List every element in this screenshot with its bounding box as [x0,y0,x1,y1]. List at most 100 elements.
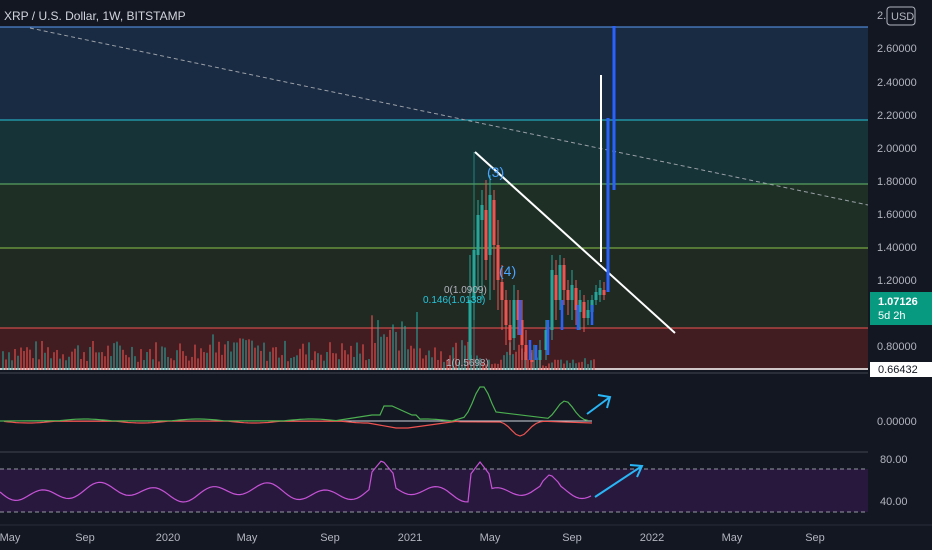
volume-bar [323,360,325,370]
volume-bar [152,359,154,370]
volume-bar [308,342,310,370]
candle-body [496,245,500,280]
volume-bar [524,351,526,370]
time-label: Sep [320,532,340,544]
volume-bar [344,350,346,370]
volume-bar [185,355,187,370]
volume-bar [452,347,454,370]
volume-bar [158,361,160,370]
volume-bar [536,357,538,370]
volume-bar [545,365,547,370]
volume-bar [296,355,298,370]
volume-bar [32,358,34,370]
volume-bar [506,351,508,370]
volume-bar [551,362,553,370]
projection [606,26,616,292]
volume-bar [41,340,43,370]
candle-body [516,300,520,320]
triangle-trendline [474,151,676,334]
volume-bar [434,347,436,370]
candle-body [480,205,484,220]
volume-bar [515,351,517,370]
volume-bar [47,347,49,370]
time-axis-bg [0,525,932,550]
volume-bar [578,362,580,370]
volume-bar [212,334,214,370]
candle-body [570,285,574,300]
price-label: 2.60000 [877,43,917,55]
currency-button[interactable]: USD [886,6,916,26]
price-label: 1.80000 [877,176,917,188]
candle-body [554,275,558,300]
volume-bar [8,352,10,370]
volume-bar [125,354,127,370]
volume-bar [437,359,439,370]
price-label: 2.40000 [877,77,917,89]
volume-bar [383,334,385,370]
time-axis[interactable]: May Sep 2020 May Sep 2021 May Sep 2022 May Sep [0,524,932,550]
volume-bar [128,357,130,370]
osc2-arrow-shaft [594,465,643,498]
fib-zone-2 [0,120,868,184]
volume-bar [365,360,367,370]
volume-bar [368,359,370,370]
volume-bar [491,364,493,370]
volume-bar [20,347,22,370]
candle-body [566,290,570,300]
volume-bar [389,329,391,370]
volume-bar [137,361,139,370]
candle-body [508,325,512,340]
volume-bar [428,350,430,370]
time-label: Sep [75,532,95,544]
volume-bar [209,344,211,370]
candle-body [524,345,528,360]
volume-bar [572,359,574,370]
osc1-red-line [3,420,593,437]
volume-bar [377,320,379,370]
volume-bar [248,339,250,370]
volume-bar [566,360,568,370]
time-label: Sep [805,532,825,544]
volume-bar [542,365,544,370]
volume-bar [155,342,157,370]
time-label: 2020 [156,532,180,544]
volume-bar [395,331,397,370]
volume-bar [245,340,247,370]
price-label: 2.20000 [877,110,917,122]
volume-bar [557,359,559,370]
volume-bar [347,354,349,370]
volume-bar [71,351,73,370]
oscillator-1 [0,386,612,437]
volume-bar [302,343,304,370]
volume-bar [287,361,289,370]
volume-bar [446,359,448,370]
volume-bar [593,359,595,370]
volume-bar [182,351,184,370]
price-axis[interactable]: 2. 2.60000 2.40000 2.20000 2.00000 1.800… [868,0,932,525]
candle-body [594,292,598,300]
candle-body [602,290,606,295]
volume-bar [293,356,295,370]
volume-bar [260,350,262,370]
volume-bar [485,364,487,370]
volume-bar [167,356,169,370]
volume-bar [62,354,64,370]
volume-bar [143,360,145,370]
volume-bar [116,341,118,370]
candle-body [574,288,578,310]
volume-bar [35,341,37,370]
volume-bar [146,351,148,370]
candle-body [476,215,480,255]
candle-body [500,282,504,300]
candles [468,175,606,368]
current-price-countdown: 5d 2h [878,310,906,322]
candle-body [586,310,590,318]
currency-button-label: USD [891,11,914,23]
current-price-badge [870,292,932,325]
volume-bar [179,343,181,370]
volume-bar [299,348,301,370]
volume-bar [362,344,364,370]
volume-bar [68,356,70,370]
osc2-line [0,460,592,503]
volume-bar [467,341,469,370]
